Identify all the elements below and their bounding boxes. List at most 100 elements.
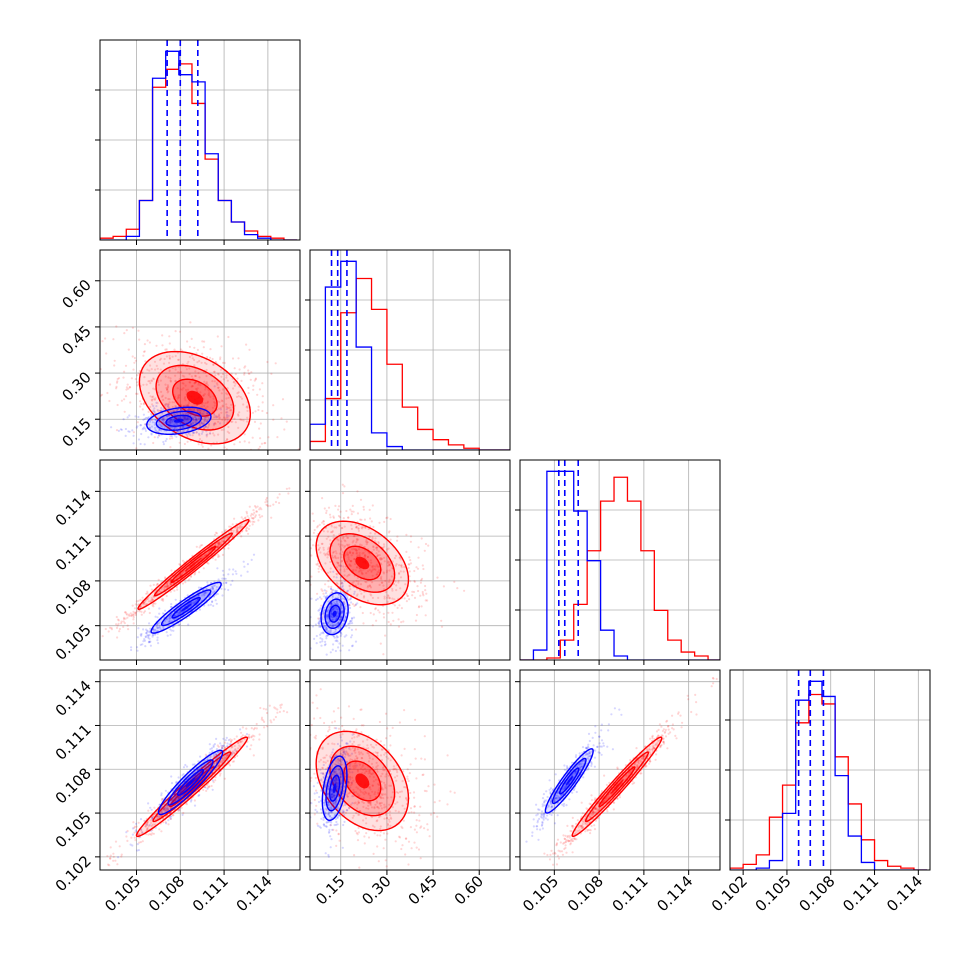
scatter-point — [205, 435, 208, 438]
scatter-point — [216, 764, 220, 767]
scatter-point — [139, 598, 142, 601]
scatter-point — [191, 434, 194, 437]
scatter-point — [332, 550, 335, 553]
scatter-point — [222, 428, 225, 431]
scatter-point — [117, 856, 120, 859]
scatter-point — [456, 587, 459, 590]
scatter-point — [346, 596, 349, 599]
scatter-point — [181, 374, 184, 377]
scatter-point — [160, 409, 163, 412]
scatter-point — [312, 519, 315, 523]
scatter-point — [175, 781, 178, 784]
scatter-point — [417, 546, 420, 549]
scatter-point — [212, 363, 215, 366]
scatter-point — [370, 520, 373, 523]
scatter-point — [221, 745, 224, 748]
scatter-point — [320, 644, 323, 647]
scatter-point — [327, 608, 330, 611]
density-peak-blue — [185, 777, 196, 788]
scatter-point — [223, 456, 225, 458]
scatter-point — [221, 388, 224, 391]
scatter-point — [126, 613, 129, 616]
scatter-point — [139, 605, 142, 608]
scatter-point — [116, 403, 119, 407]
scatter-point — [138, 369, 141, 373]
scatter-point — [335, 623, 338, 626]
scatter-point — [200, 422, 204, 425]
scatter-point — [151, 399, 154, 402]
scatter-point — [177, 358, 180, 361]
scatter-point — [206, 405, 209, 408]
scatter-point — [248, 372, 251, 375]
scatter-point — [131, 429, 134, 432]
scatter-point — [338, 619, 341, 622]
scatter-point — [128, 414, 131, 417]
scatter-point — [187, 401, 190, 405]
scatter-point — [247, 386, 250, 389]
scatter-point — [186, 417, 189, 420]
scatter-point — [400, 566, 403, 569]
scatter-point — [230, 740, 233, 744]
scatter-clip — [106, 703, 289, 867]
scatter-point — [226, 742, 229, 745]
scatter-point — [155, 364, 158, 367]
scatter-point — [425, 592, 428, 595]
scatter-point — [355, 831, 358, 835]
scatter-point — [233, 417, 236, 420]
scatter-point — [220, 539, 223, 542]
scatter-point — [177, 396, 180, 399]
scatter-point — [228, 406, 231, 409]
scatter-point — [331, 596, 334, 599]
scatter-point — [201, 412, 204, 415]
scatter-point — [106, 391, 109, 395]
scatter-point — [98, 335, 100, 337]
scatter-point — [170, 775, 173, 778]
scatter-point — [109, 383, 112, 386]
scatter-point — [248, 348, 251, 351]
scatter-point — [380, 581, 383, 584]
scatter-point — [347, 556, 350, 559]
scatter-point — [366, 570, 370, 573]
scatter-point — [358, 553, 361, 556]
scatter-point — [325, 595, 328, 599]
scatter-point — [306, 526, 308, 528]
scatter-point — [190, 422, 193, 425]
scatter-point — [408, 563, 411, 566]
scatter-point — [426, 599, 429, 602]
scatter-point — [349, 620, 352, 623]
scatter-point — [348, 649, 351, 652]
scatter-point — [237, 426, 240, 429]
scatter-point — [127, 628, 130, 631]
scatter-point — [203, 393, 206, 396]
scatter-point — [354, 603, 357, 606]
scatter-point — [339, 545, 342, 548]
scatter-point — [217, 386, 220, 389]
scatter-point — [305, 523, 307, 525]
scatter-point — [344, 605, 347, 608]
scatter-point — [244, 462, 246, 464]
scatter-point — [200, 594, 204, 597]
scatter-point — [198, 437, 202, 441]
scatter-point — [330, 602, 333, 605]
scatter-point — [344, 616, 347, 619]
scatter-point — [351, 603, 354, 606]
scatter-point — [352, 552, 355, 555]
scatter-point — [237, 526, 240, 529]
scatter-point — [402, 570, 405, 573]
y-tick-label: 0.60 — [58, 276, 94, 312]
scatter-point — [122, 660, 124, 662]
scatter-point — [336, 596, 340, 599]
scatter-point — [353, 590, 356, 593]
scatter-point — [385, 737, 388, 740]
scatter-point — [319, 607, 322, 610]
y-tick-label: 0.111 — [52, 531, 95, 574]
scatter-point — [246, 405, 249, 408]
scatter-point — [324, 624, 327, 627]
scatter-point — [214, 558, 217, 561]
scatter-point — [254, 410, 257, 413]
scatter-point — [280, 703, 283, 706]
scatter-point — [230, 739, 234, 742]
scatter-point — [229, 740, 232, 743]
scatter-point — [164, 789, 167, 792]
scatter-point — [143, 602, 146, 605]
